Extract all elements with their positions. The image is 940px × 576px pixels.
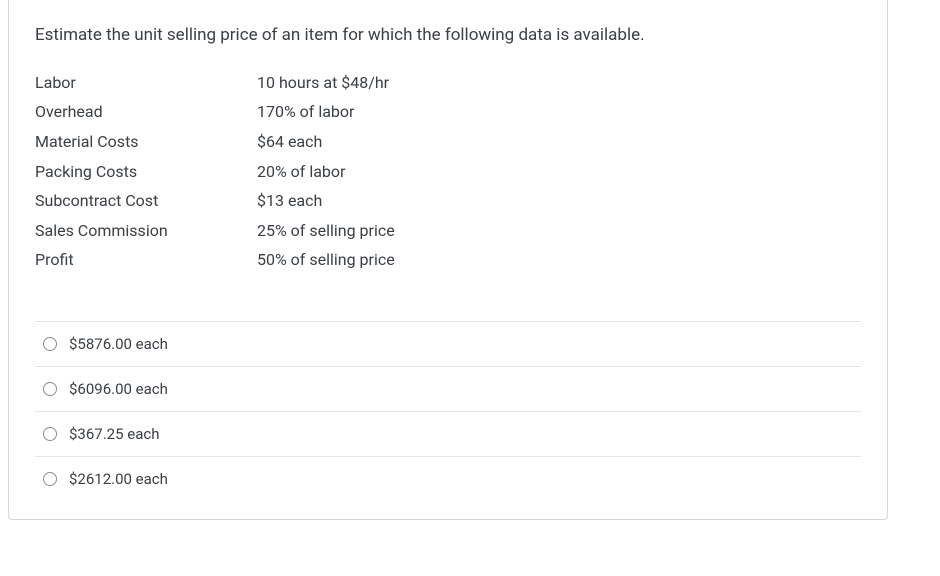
- answer-option[interactable]: $5876.00 each: [35, 322, 861, 367]
- data-row: Packing Costs 20% of labor: [35, 157, 861, 187]
- data-value: $13 each: [257, 186, 861, 216]
- data-table: Labor 10 hours at $48/hr Overhead 170% o…: [35, 68, 861, 275]
- radio-icon: [43, 382, 57, 396]
- data-label: Profit: [35, 245, 257, 275]
- data-value: 50% of selling price: [257, 245, 861, 275]
- data-label: Packing Costs: [35, 157, 257, 187]
- radio-icon: [43, 427, 57, 441]
- question-card: Estimate the unit selling price of an it…: [8, 0, 888, 520]
- data-row: Subcontract Cost $13 each: [35, 186, 861, 216]
- data-value: 20% of labor: [257, 157, 861, 187]
- answer-option[interactable]: $6096.00 each: [35, 367, 861, 412]
- answer-option[interactable]: $2612.00 each: [35, 457, 861, 501]
- option-label: $6096.00 each: [69, 380, 168, 398]
- answer-option[interactable]: $367.25 each: [35, 412, 861, 457]
- data-row: Labor 10 hours at $48/hr: [35, 68, 861, 98]
- data-value: $64 each: [257, 127, 861, 157]
- data-value: 170% of labor: [257, 97, 861, 127]
- data-row: Material Costs $64 each: [35, 127, 861, 157]
- data-value: 25% of selling price: [257, 216, 861, 246]
- data-row: Overhead 170% of labor: [35, 97, 861, 127]
- data-value: 10 hours at $48/hr: [257, 68, 861, 98]
- option-label: $2612.00 each: [69, 470, 168, 488]
- data-row: Profit 50% of selling price: [35, 245, 861, 275]
- question-prompt: Estimate the unit selling price of an it…: [35, 24, 861, 48]
- radio-icon: [43, 337, 57, 351]
- radio-icon: [43, 472, 57, 486]
- option-label: $367.25 each: [69, 425, 159, 443]
- data-label: Overhead: [35, 97, 257, 127]
- data-label: Labor: [35, 68, 257, 98]
- data-label: Material Costs: [35, 127, 257, 157]
- answer-options: $5876.00 each $6096.00 each $367.25 each…: [35, 321, 861, 501]
- data-row: Sales Commission 25% of selling price: [35, 216, 861, 246]
- data-label: Subcontract Cost: [35, 186, 257, 216]
- option-label: $5876.00 each: [69, 335, 168, 353]
- data-label: Sales Commission: [35, 216, 257, 246]
